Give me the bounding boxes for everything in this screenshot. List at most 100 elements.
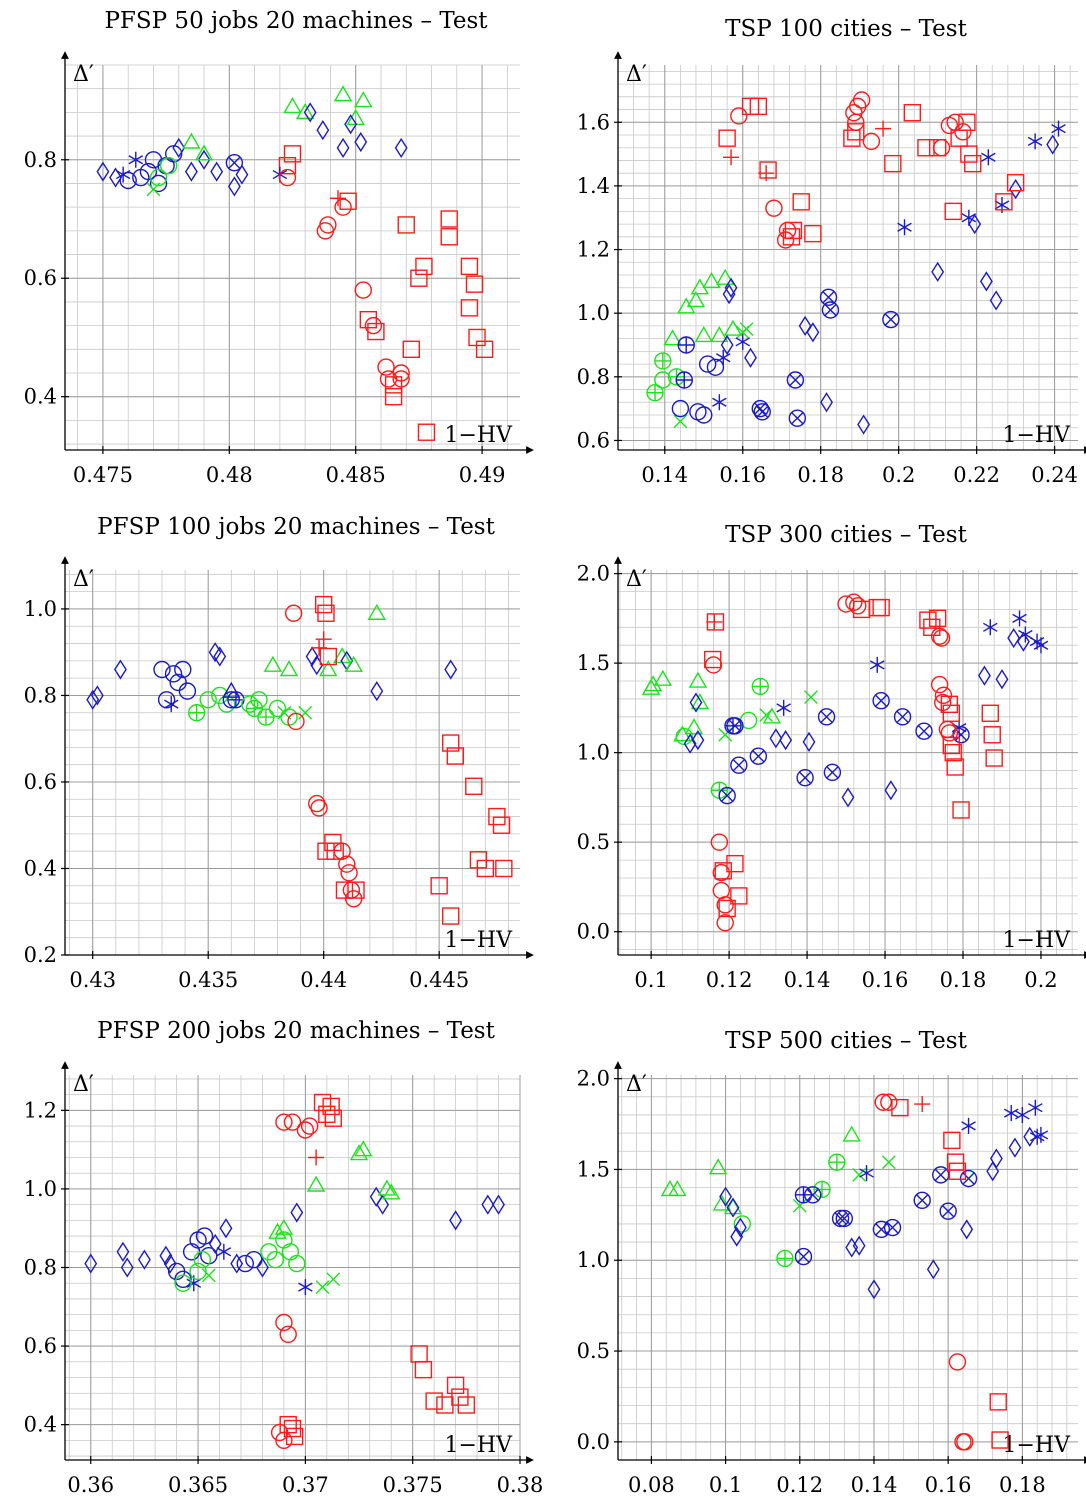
point-diamond [256, 1257, 269, 1278]
x-tick-label: 0.16 [862, 968, 909, 992]
data-point-triangle [306, 1175, 326, 1192]
y-tick-label: 2.0 [577, 562, 610, 586]
data-point-oplus [675, 371, 693, 389]
point-square [440, 210, 458, 228]
point-otimes-lines [820, 710, 833, 723]
point-square [465, 777, 483, 795]
data-point-otimes [788, 409, 807, 427]
data-point-star [983, 619, 998, 636]
data-point-diamond [316, 120, 330, 141]
point-circle [241, 695, 259, 713]
point-square [442, 734, 460, 752]
data-point-otimes [804, 1186, 822, 1204]
point-diamond [1009, 178, 1023, 200]
x-tick-label: 0.12 [706, 968, 753, 992]
data-point-square [465, 275, 484, 293]
point-diamond [1023, 1126, 1037, 1147]
point-triangle [349, 1144, 369, 1161]
data-point-circle [954, 123, 972, 141]
point-square [983, 726, 1001, 744]
point-otimes-ring [939, 1202, 957, 1220]
data-point-circle [716, 914, 734, 932]
point-square [981, 704, 999, 722]
point-circle [149, 174, 168, 193]
point-square [952, 801, 970, 819]
y-tick-label: 1.0 [24, 1177, 57, 1201]
data-point-diamond [344, 114, 358, 135]
panel-title: TSP 100 cities – Test [725, 16, 967, 42]
data-point-circle [241, 695, 259, 713]
point-cross [881, 1155, 896, 1170]
data-point-square [928, 139, 947, 157]
data-point-diamond [370, 681, 384, 702]
point-square [285, 1427, 304, 1446]
point-otimes-lines [752, 750, 765, 763]
grid [618, 1075, 1078, 1461]
data-point-square [465, 777, 483, 795]
data-point-oplus [751, 677, 769, 696]
data-point-circle [765, 199, 783, 217]
x-tick-label: 0.08 [628, 1473, 675, 1497]
point-diamond [197, 149, 211, 170]
y-tick-label: 0.6 [24, 266, 57, 290]
x-tick-label: 0.18 [797, 463, 844, 487]
point-square [410, 1345, 428, 1363]
point-square [347, 881, 365, 899]
data-point-circle [296, 1121, 315, 1139]
point-circle [934, 686, 953, 705]
data-point-square [964, 154, 982, 173]
y-axis-label: Δ′ [73, 567, 94, 592]
point-otimes-ring [786, 371, 805, 389]
point-otimes-lines [721, 789, 734, 802]
data-point-square [847, 123, 865, 141]
data-point-square [792, 193, 810, 211]
point-circle [733, 1215, 751, 1233]
point-cross [326, 1272, 341, 1287]
data-point-diamond [798, 315, 812, 337]
data-point-circle [268, 699, 287, 718]
point-square [944, 743, 962, 762]
point-cross [146, 182, 161, 197]
data-point-star [298, 1279, 313, 1296]
point-square [465, 275, 484, 293]
point-triangle [653, 669, 673, 686]
data-point-diamond [290, 1202, 304, 1223]
data-point-square [283, 145, 302, 163]
data-point-diamond [481, 1194, 495, 1215]
point-circle [169, 673, 187, 692]
point-otimes-ring [730, 756, 748, 774]
data-point-circle [930, 627, 949, 645]
point-circle [300, 1117, 319, 1135]
point-square [928, 609, 947, 628]
data-point-triangle [382, 1183, 401, 1200]
data-point-circle [211, 686, 229, 705]
data-point-square [952, 801, 970, 819]
x-tick-label: 0.44 [300, 968, 347, 992]
data-point-diamond [227, 176, 241, 197]
panel-title: TSP 500 cities – Test [725, 1028, 967, 1054]
point-diamond [230, 1253, 244, 1274]
point-square [718, 899, 736, 918]
data-point-star [128, 151, 144, 168]
point-triangle [222, 681, 241, 698]
point-triangle [684, 718, 704, 735]
point-square [322, 1097, 340, 1116]
x-tick-label: 0.16 [719, 463, 766, 487]
data-point-otimes [786, 371, 805, 389]
data-point-circle [217, 695, 236, 713]
point-oplus-lines [814, 1181, 831, 1198]
data-point-triangle [194, 144, 214, 161]
data-point-diamond [235, 164, 249, 185]
y-axis-label: Δ′ [626, 567, 647, 592]
data-point-otimes [796, 769, 814, 787]
data-point-otimes [913, 1191, 931, 1210]
point-diamond [116, 1241, 130, 1262]
data-point-square [782, 228, 801, 246]
data-point-diamond [354, 131, 368, 153]
point-diamond [806, 322, 820, 343]
point-square [948, 1162, 967, 1180]
point-triangle [354, 1140, 373, 1157]
point-circle [236, 1254, 254, 1273]
point-circle [333, 842, 351, 860]
